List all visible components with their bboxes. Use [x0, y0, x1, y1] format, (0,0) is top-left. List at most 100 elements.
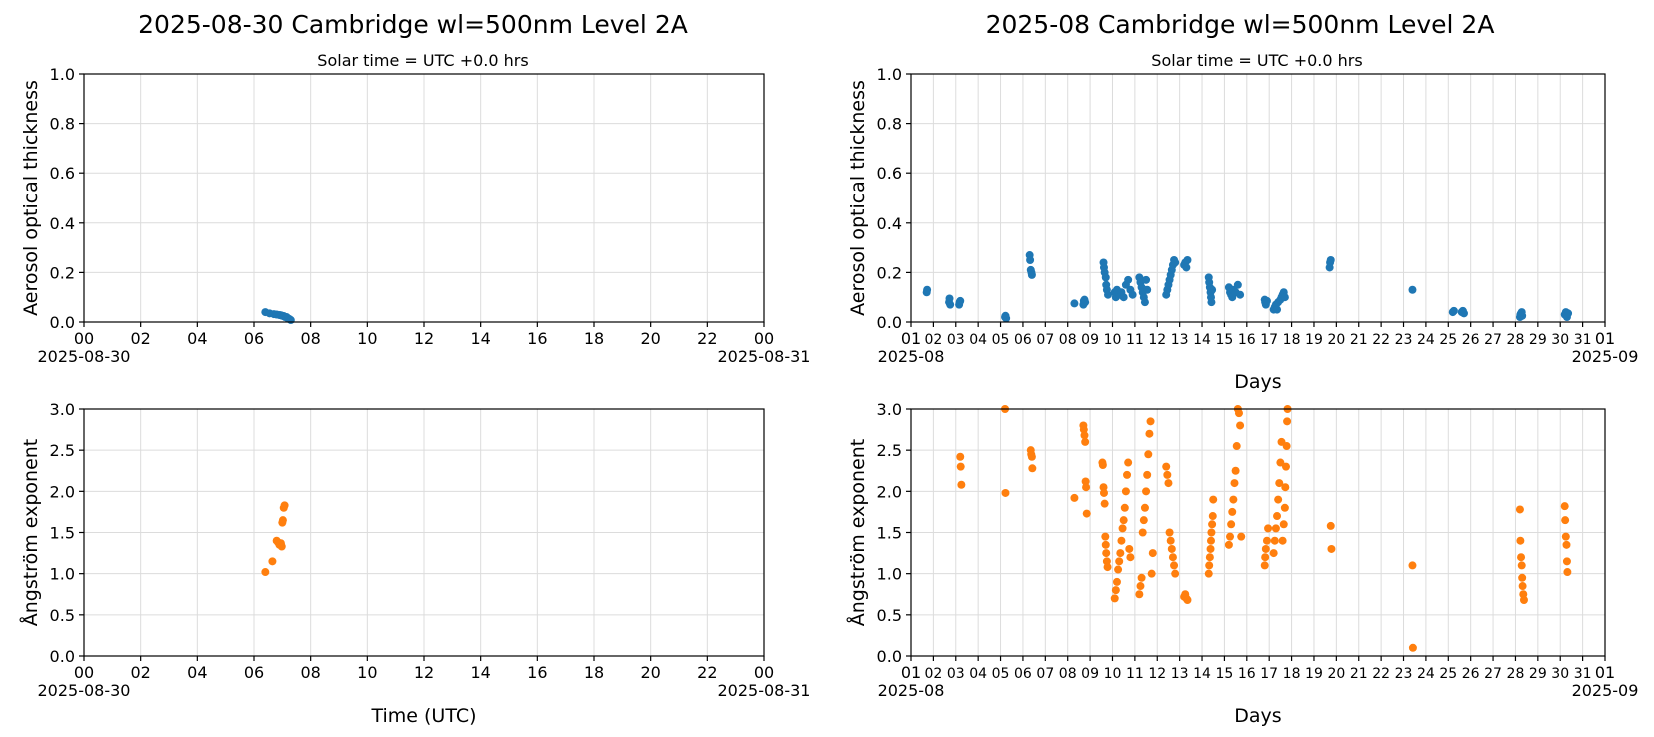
data-point	[1121, 487, 1130, 496]
data-point	[1170, 561, 1179, 570]
data-point	[1205, 561, 1214, 570]
y-tick-label: 1.0	[50, 565, 75, 584]
x-tick-label: 09	[1081, 666, 1099, 682]
right-chart-title: 2025-08 Cambridge wl=500nm Level 2A	[986, 10, 1495, 39]
y-tick-label: 0.8	[50, 115, 75, 134]
data-point	[1563, 568, 1572, 577]
data-point	[1206, 544, 1215, 553]
x-tick-label: 02	[924, 666, 942, 682]
data-point	[1111, 586, 1120, 595]
data-point	[1163, 470, 1172, 479]
data-point	[956, 462, 965, 471]
x-tick-label: 00	[754, 663, 774, 682]
y-tick-label: 0.4	[50, 214, 75, 233]
data-point	[1101, 532, 1110, 541]
x-tick-label: 28	[1507, 666, 1525, 682]
data-point	[1232, 442, 1241, 451]
x-tick-label: 14	[1193, 666, 1211, 682]
data-point	[1408, 285, 1417, 294]
y-tick-label: 1.0	[877, 565, 902, 584]
data-point	[1228, 507, 1237, 516]
x-tick-label: 02	[130, 663, 150, 682]
data-point	[1145, 429, 1154, 438]
x-tick-label: 15	[1216, 332, 1234, 348]
x-tick-label: 26	[1462, 666, 1480, 682]
y-tick-label: 0.6	[50, 164, 75, 183]
x-date-start-label: 2025-08	[878, 347, 945, 366]
data-point	[1117, 536, 1126, 545]
plot-frame	[83, 73, 765, 323]
data-point	[1516, 536, 1525, 545]
x-tick-label: 10	[1104, 332, 1122, 348]
x-tick-label: 17	[1260, 332, 1278, 348]
x-date-end-label: 2025-09	[1572, 347, 1639, 366]
data-point	[1208, 512, 1217, 521]
data-point	[1140, 503, 1149, 512]
data-point	[1562, 540, 1571, 549]
data-point	[1119, 293, 1128, 302]
data-point	[1146, 417, 1155, 426]
data-point	[1234, 409, 1243, 418]
data-point	[1102, 549, 1111, 558]
data-point	[280, 501, 289, 510]
x-tick-label: 13	[1171, 666, 1189, 682]
x-tick-label: 12	[1148, 666, 1166, 682]
data-point	[1101, 540, 1110, 549]
data-point	[1140, 298, 1149, 307]
data-point	[1138, 528, 1147, 537]
x-tick-label: 14	[470, 329, 490, 348]
x-tick-label: 18	[584, 663, 604, 682]
y-tick-label: 1.5	[50, 524, 75, 543]
x-tick-label: 14	[470, 663, 490, 682]
data-point	[1110, 594, 1119, 603]
data-point	[286, 316, 295, 325]
x-tick-label: 12	[414, 663, 434, 682]
plot-frame	[910, 408, 1606, 657]
data-point	[1227, 520, 1236, 529]
data-point	[956, 296, 965, 305]
data-point	[1276, 458, 1285, 467]
x-tick-label: 11	[1126, 666, 1144, 682]
data-point	[1171, 569, 1180, 578]
data-point	[1143, 470, 1152, 479]
y-axis-label: Aerosol optical thickness	[847, 80, 869, 316]
x-tick-label: 01	[901, 329, 921, 348]
data-point	[1081, 477, 1090, 486]
data-point	[1002, 314, 1011, 323]
data-point	[1168, 553, 1177, 562]
data-point	[1137, 573, 1146, 582]
data-point	[1230, 479, 1239, 488]
x-tick-label: 26	[1462, 332, 1480, 348]
data-point	[1408, 561, 1417, 570]
x-tick-label: 19	[1305, 666, 1323, 682]
data-point	[1162, 462, 1171, 471]
x-tick-label: 03	[947, 666, 965, 682]
x-tick-label: 00	[74, 663, 94, 682]
y-axis-label: Aerosol optical thickness	[20, 80, 42, 316]
x-tick-label: 13	[1171, 332, 1189, 348]
x-tick-label: 09	[1081, 332, 1099, 348]
panel-0: 0.0 0.2 0.4 0.6 0.8 1.0 00 02 04 06 08 10 12 14 16 18 20…	[20, 65, 810, 366]
x-tick-label: 08	[1059, 666, 1077, 682]
data-point	[277, 542, 286, 551]
data-point	[1262, 536, 1271, 545]
data-point	[1208, 285, 1217, 294]
data-point	[1271, 524, 1280, 533]
y-tick-label: 0.0	[50, 647, 75, 666]
data-point	[1517, 561, 1526, 570]
data-point	[946, 300, 955, 309]
x-tick-label: 22	[1372, 666, 1390, 682]
x-tick-label: 31	[1574, 332, 1592, 348]
data-point	[1070, 493, 1079, 502]
data-point	[1229, 495, 1238, 504]
data-point	[1081, 437, 1090, 446]
plot-frame	[83, 408, 765, 657]
x-tick-label: 06	[244, 663, 264, 682]
y-tick-label: 0.4	[877, 214, 902, 233]
right-chart-subtitle: Solar time = UTC +0.0 hrs	[1151, 51, 1362, 70]
data-point	[1142, 487, 1151, 496]
x-tick-label: 28	[1507, 332, 1525, 348]
data-point	[1171, 258, 1180, 267]
data-point	[1147, 569, 1156, 578]
y-tick-label: 0.0	[877, 647, 902, 666]
